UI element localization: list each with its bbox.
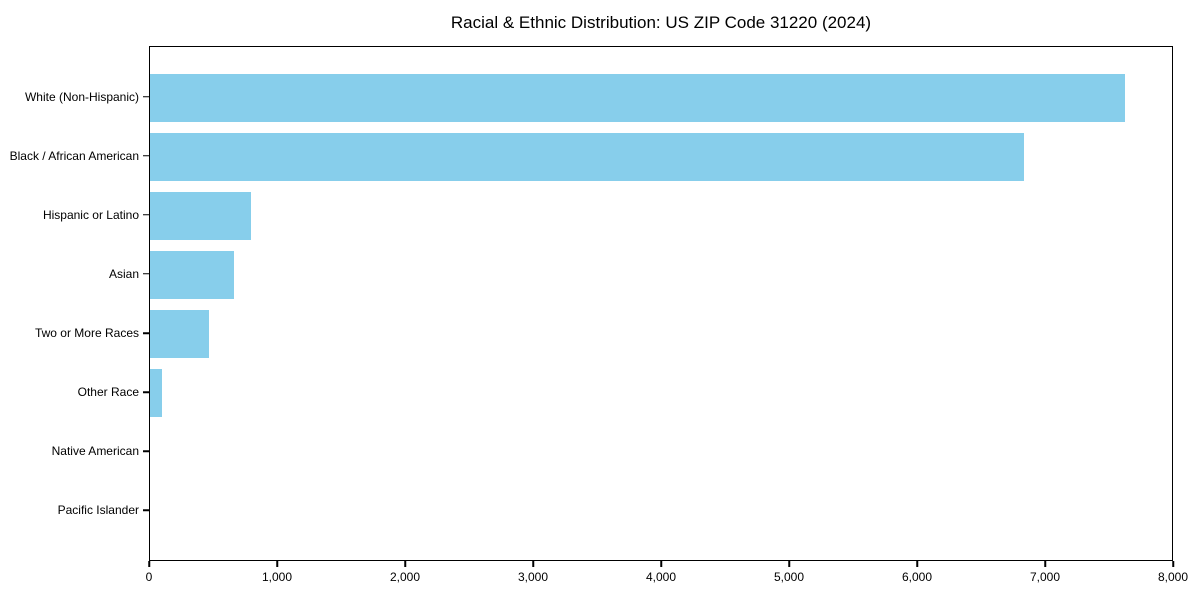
y-tick-mark: [143, 509, 149, 512]
y-tick-label: Two or More Races: [34, 326, 139, 341]
x-tick-label: 4,000: [645, 570, 677, 584]
x-tick-mark: [404, 561, 406, 567]
x-tick-mark: [1044, 561, 1046, 567]
x-tick-mark: [148, 561, 150, 567]
x-tick-mark: [916, 561, 918, 567]
x-tick-mark: [1172, 561, 1174, 567]
y-tick-mark: [143, 450, 149, 453]
y-tick-label: Native American: [51, 444, 139, 459]
bar-black-african-american: [150, 132, 1025, 181]
bar-asian: [150, 250, 234, 299]
y-tick-label: White (Non-Hispanic): [24, 89, 139, 104]
y-tick-mark: [143, 154, 149, 157]
y-tick-mark: [143, 273, 149, 275]
bar-row: [150, 68, 1172, 127]
bar-row: [150, 245, 1172, 304]
x-tick-mark: [276, 561, 278, 567]
bar-row: [150, 364, 1172, 423]
chart-title: Racial & Ethnic Distribution: US ZIP Cod…: [450, 13, 872, 32]
y-tick-label: Asian: [108, 266, 139, 281]
x-tick-label: 0: [145, 570, 153, 584]
bar-row: [150, 423, 1172, 482]
y-tick-label: Hispanic or Latino: [42, 207, 139, 222]
x-tick-label: 8,000: [1157, 570, 1189, 584]
bar-row: [150, 127, 1172, 186]
y-tick-label: Other Race: [77, 385, 139, 400]
y-tick-label: Black / African American: [9, 148, 139, 163]
x-tick-label: 1,000: [261, 570, 293, 584]
x-tick-label: 2,000: [389, 570, 421, 584]
bar-row: [150, 305, 1172, 364]
y-tick-mark: [143, 332, 149, 334]
x-tick-mark: [660, 561, 662, 567]
x-tick-label: 7,000: [1029, 570, 1061, 584]
y-tick-label: Pacific Islander: [57, 503, 139, 518]
bar-row: [150, 186, 1172, 245]
bar-other-race: [150, 369, 163, 418]
bar-row: [150, 482, 1172, 541]
plot-area: [149, 46, 1173, 561]
bar-two-or-more-races: [150, 310, 209, 359]
x-tick-label: 6,000: [901, 570, 933, 584]
bar-white-non-hispanic: [150, 73, 1126, 122]
bar-hispanic-or-latino: [150, 191, 252, 240]
y-tick-mark: [143, 214, 149, 216]
x-tick-label: 5,000: [773, 570, 805, 584]
x-tick-mark: [532, 561, 534, 567]
y-tick-mark: [143, 95, 149, 98]
x-tick-mark: [788, 561, 790, 567]
x-tick-label: 3,000: [517, 570, 549, 584]
y-tick-mark: [143, 391, 149, 393]
